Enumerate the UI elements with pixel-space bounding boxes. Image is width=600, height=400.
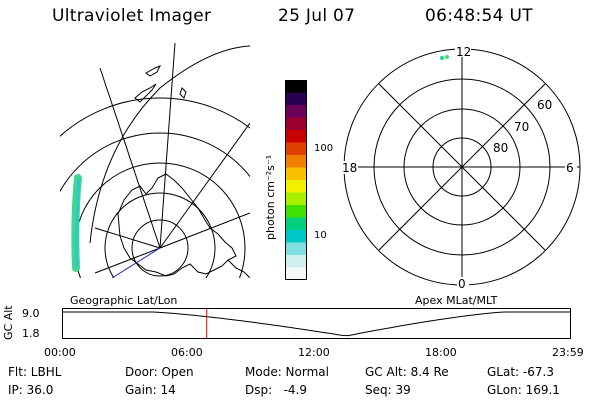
instrument-title: Ultraviolet Imager	[52, 6, 212, 26]
glon-info: GLon: 169.1	[487, 383, 560, 397]
colorbar-segment	[285, 180, 307, 193]
time-tick-18: 18:00	[425, 346, 457, 359]
mlt-6-label: 6	[566, 161, 574, 175]
polar-diagonal	[378, 83, 546, 251]
colorbar-segment	[285, 167, 307, 181]
colorbar-frame	[285, 80, 307, 280]
mlt-0-label: 0	[458, 277, 466, 290]
mlat-60-label: 60	[537, 98, 552, 112]
mlt-18-label: 18	[342, 161, 357, 175]
colorbar-segment	[285, 217, 307, 231]
coastline-fragment	[145, 65, 162, 77]
colorbar-segment	[285, 92, 307, 106]
altitude-timeline-plot	[62, 308, 571, 339]
altitude-axis-label: GC Alt	[2, 305, 15, 340]
auroral-emission-band	[71, 174, 82, 272]
filter-info: Flt: LBHL	[8, 365, 62, 379]
colorbar-segment	[285, 205, 307, 218]
meridian-line	[159, 42, 176, 249]
mlat-70-label: 70	[514, 120, 529, 134]
ip-info: IP: 36.0	[8, 383, 54, 397]
mode-info: Mode: Normal	[245, 365, 329, 379]
time-label: 06:48:54 UT	[425, 6, 533, 26]
colorbar-segment	[285, 117, 307, 131]
colorbar-segment	[285, 255, 307, 268]
colorbar	[285, 80, 307, 280]
altitude-tick-high: 9.0	[22, 307, 40, 320]
latitude-circle	[104, 192, 216, 278]
colorbar-segment	[285, 230, 307, 243]
altitude-curve	[62, 311, 571, 337]
geo-panel-label: Geographic Lat/Lon	[70, 294, 178, 307]
colorbar-tick-100: 100	[314, 143, 334, 154]
glat-info: GLat: -67.3	[487, 365, 554, 379]
colorbar-unit-label: photon cm⁻²s⁻¹	[264, 154, 277, 240]
polar-mlt-plot: 12 6 18 0 60 70 80	[340, 45, 581, 290]
polar-emission-spot	[439, 55, 449, 61]
date-label: 25 Jul 07	[278, 6, 356, 26]
colorbar-segment	[285, 155, 307, 168]
altitude-tick-low: 1.8	[22, 327, 40, 340]
coastline-fragment	[134, 83, 157, 103]
meridian-line	[99, 67, 161, 249]
seq-info: Seq: 39	[365, 383, 411, 397]
latitude-circle	[60, 97, 250, 137]
gcalt-info: GC Alt: 8.4 Re	[365, 365, 449, 379]
latitude-circle	[60, 132, 250, 193]
altitude-plot-frame	[62, 308, 571, 339]
time-tick-12: 12:00	[298, 346, 330, 359]
polar-panel-label: Apex MLat/MLT	[415, 294, 498, 307]
gain-info: Gain: 14	[125, 383, 176, 397]
mlt-12-label: 12	[456, 45, 471, 59]
mlat-80-label: 80	[493, 141, 508, 155]
geographic-map-panel	[60, 42, 250, 278]
colorbar-segment	[285, 130, 307, 143]
dsp-info: Dsp: -4.9	[245, 383, 308, 397]
time-tick-6: 06:00	[171, 346, 203, 359]
meridian-line	[94, 247, 161, 274]
latitude-circle	[74, 162, 246, 278]
coastline-fragment	[179, 87, 187, 99]
colorbar-segment	[285, 80, 307, 93]
colorbar-segment	[285, 242, 307, 256]
colorbar-segment	[285, 105, 307, 118]
peninsula-outline	[227, 259, 250, 278]
colorbar-segment	[285, 267, 307, 280]
meridian-line	[159, 212, 250, 249]
meridian-line	[159, 122, 250, 249]
time-tick-0: 00:00	[44, 346, 76, 359]
horizon-arc	[89, 45, 250, 244]
door-info: Door: Open	[125, 365, 194, 379]
time-tick-end: 23:59	[552, 346, 584, 359]
antarctica-outline	[117, 173, 237, 277]
colorbar-segment	[285, 142, 307, 156]
colorbar-segment	[285, 192, 307, 206]
meridian-line	[94, 227, 161, 249]
colorbar-tick-10: 10	[314, 230, 327, 241]
latitude-circle	[131, 219, 189, 277]
